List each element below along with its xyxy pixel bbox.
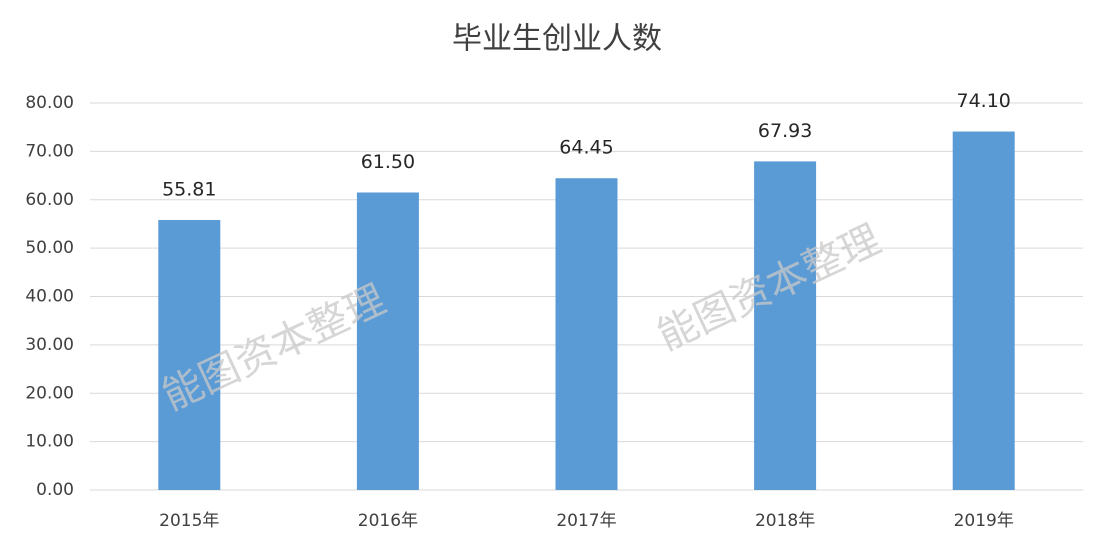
y-tick-label: 40.00 — [25, 287, 74, 307]
value-label: 67.93 — [758, 120, 812, 142]
x-tick-label: 2015年 — [159, 511, 219, 531]
y-tick-label: 50.00 — [25, 238, 74, 258]
chart-title: 毕业生创业人数 — [452, 22, 662, 57]
bar — [952, 131, 1015, 490]
bar — [555, 178, 618, 490]
bar — [158, 220, 221, 491]
y-tick-label: 60.00 — [25, 190, 74, 210]
x-tick-label: 2016年 — [358, 511, 418, 531]
value-label: 55.81 — [162, 179, 216, 201]
value-label: 64.45 — [559, 137, 613, 159]
value-label: 74.10 — [956, 90, 1010, 112]
y-tick-label: 10.00 — [25, 432, 74, 452]
value-label: 61.50 — [361, 151, 415, 173]
x-tick-label: 2017年 — [556, 511, 616, 531]
bar — [356, 192, 419, 490]
y-tick-label: 80.00 — [25, 93, 74, 113]
x-tick-label: 2018年 — [755, 511, 815, 531]
y-tick-label: 20.00 — [25, 383, 74, 403]
y-tick-label: 70.00 — [25, 141, 74, 161]
y-tick-label: 0.00 — [36, 480, 74, 500]
y-tick-label: 30.00 — [25, 335, 74, 355]
bar — [754, 161, 817, 491]
x-tick-label: 2019年 — [954, 511, 1014, 531]
